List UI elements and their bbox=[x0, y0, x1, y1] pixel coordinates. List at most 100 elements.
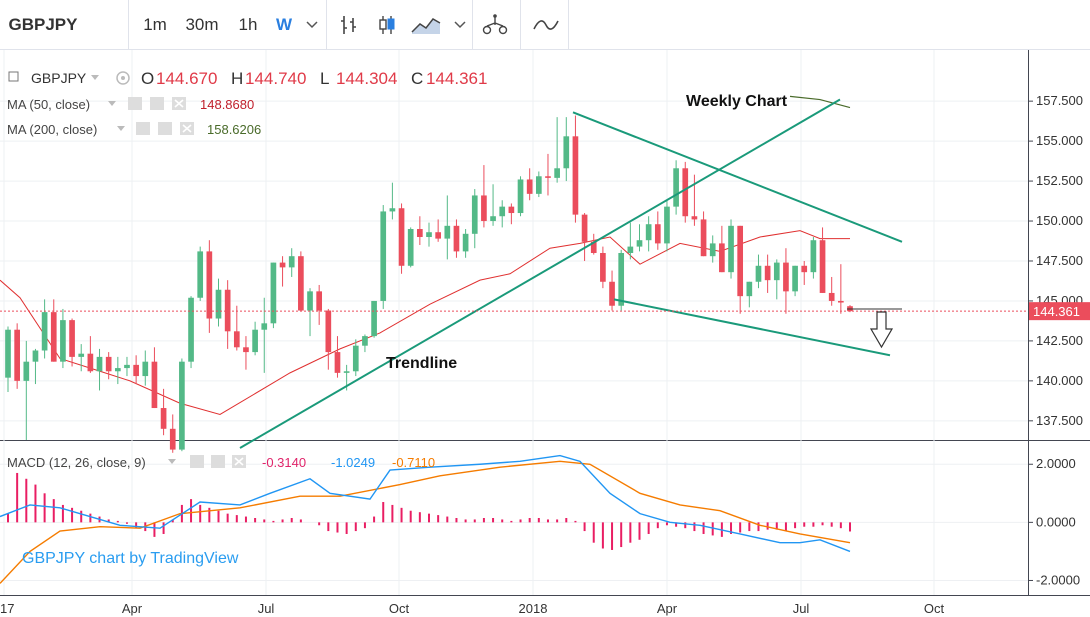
trendline bbox=[239, 98, 841, 449]
interval-1m-button[interactable]: 1m bbox=[143, 14, 167, 34]
candle-body bbox=[600, 252, 606, 282]
high-label: H bbox=[231, 69, 243, 88]
candle-body bbox=[773, 262, 780, 281]
candle-body bbox=[426, 232, 432, 238]
candle-body bbox=[343, 371, 350, 373]
candle-body bbox=[215, 289, 222, 319]
macd-line-value: -1.0249 bbox=[331, 455, 375, 470]
candle-body bbox=[828, 292, 835, 301]
top-toolbar: GBPJPY 1m 30m 1h W bbox=[0, 0, 1090, 50]
candles-style-icon[interactable] bbox=[374, 0, 400, 49]
candle-body bbox=[142, 361, 149, 377]
candle-body bbox=[700, 219, 707, 257]
macd-dropdown-icon[interactable] bbox=[168, 459, 176, 464]
macd-settings-icon[interactable] bbox=[211, 455, 225, 468]
time-axis-label: Apr bbox=[122, 601, 143, 616]
close-label: C bbox=[411, 69, 423, 88]
candle-body bbox=[563, 136, 570, 169]
macd-axis-label: 0.0000 bbox=[1036, 514, 1076, 529]
price-axis-label: 152.500 bbox=[1036, 173, 1083, 188]
candle-body bbox=[87, 353, 94, 372]
candle-body bbox=[627, 246, 634, 253]
candle-body bbox=[206, 251, 213, 319]
candles bbox=[5, 115, 853, 453]
candle-body bbox=[801, 265, 808, 273]
trendline-label[interactable]: Trendline bbox=[386, 355, 457, 372]
time-axis-label: Jul bbox=[793, 601, 810, 616]
interval-30m-button[interactable]: 30m bbox=[185, 14, 219, 34]
trendlines[interactable] bbox=[239, 98, 903, 449]
time-axis-label: Jul bbox=[258, 601, 275, 616]
last-price-badge-text: 144.361 bbox=[1033, 304, 1080, 319]
axes: 17 Apr Jul Oct 2018 Apr Jul Oct 137.500 140.000 14… bbox=[0, 93, 1083, 616]
candle-body bbox=[435, 232, 441, 239]
interval-dropdown-icon[interactable] bbox=[302, 0, 322, 49]
candle-body bbox=[197, 251, 204, 298]
candle-body bbox=[169, 428, 176, 450]
weekly-chart-label[interactable]: Weekly Chart bbox=[686, 93, 788, 110]
price-axis-label: 147.500 bbox=[1036, 253, 1083, 268]
candle-body bbox=[481, 195, 487, 222]
down-arrow-icon[interactable] bbox=[869, 311, 894, 349]
trendline bbox=[613, 298, 891, 357]
compare-icon[interactable] bbox=[530, 0, 562, 49]
watermark: GBPJPY chart by TradingView bbox=[22, 550, 239, 567]
symbol-box-icon bbox=[8, 71, 19, 82]
interval-1h-button[interactable]: 1h bbox=[238, 14, 258, 34]
bars-style-icon[interactable] bbox=[336, 0, 362, 49]
area-style-icon[interactable] bbox=[410, 0, 442, 49]
candle-body bbox=[471, 195, 478, 234]
ma50-settings-icon[interactable] bbox=[150, 97, 164, 110]
candle-body bbox=[838, 300, 844, 303]
eye-icon[interactable] bbox=[116, 71, 130, 85]
candle-body bbox=[60, 320, 66, 362]
ma50-eye-icon[interactable] bbox=[128, 97, 142, 110]
macd-axis-label: 2.0000 bbox=[1036, 456, 1076, 471]
candle-body bbox=[307, 291, 313, 311]
ma200-dropdown-icon[interactable] bbox=[117, 126, 125, 131]
candle-body bbox=[261, 323, 268, 330]
chart-area[interactable]: 17 Apr Jul Oct 2018 Apr Jul Oct 137.500 140.000 14… bbox=[0, 50, 1090, 617]
macd-legend-label[interactable]: MACD (12, 26, close, 9) bbox=[7, 455, 146, 470]
high-value: 144.740 bbox=[245, 69, 306, 88]
candle-body bbox=[819, 240, 826, 293]
ma50-value: 148.8680 bbox=[200, 97, 254, 112]
candle-body bbox=[69, 320, 75, 357]
macd-eye-icon[interactable] bbox=[190, 455, 204, 468]
candle-body bbox=[78, 353, 85, 357]
ma50-dropdown-icon[interactable] bbox=[108, 101, 116, 106]
candle-body bbox=[288, 256, 295, 268]
grid bbox=[0, 50, 1028, 595]
candle-body bbox=[224, 289, 231, 332]
candle-body bbox=[682, 168, 689, 217]
candle-body bbox=[618, 252, 625, 306]
ma200-settings-icon[interactable] bbox=[158, 122, 172, 135]
price-axis-label: 140.000 bbox=[1036, 373, 1083, 388]
macd-signal-line bbox=[0, 460, 851, 584]
interval-weekly-button[interactable]: W bbox=[275, 14, 293, 34]
indicators-icon[interactable] bbox=[478, 0, 512, 49]
candle-body bbox=[645, 224, 652, 241]
price-axis-label: 155.000 bbox=[1036, 133, 1083, 148]
price-axis-label: 157.500 bbox=[1036, 93, 1083, 108]
candle-body bbox=[243, 347, 249, 353]
candle-body bbox=[32, 350, 39, 362]
ma200-eye-icon[interactable] bbox=[136, 122, 150, 135]
candle-body bbox=[417, 229, 423, 238]
legend-symbol[interactable]: GBPJPY bbox=[31, 70, 87, 86]
candle-body bbox=[96, 356, 103, 372]
ma200-legend-label[interactable]: MA (200, close) bbox=[7, 122, 97, 137]
last-price-badge bbox=[1029, 302, 1090, 321]
price-axis-label: 150.000 bbox=[1036, 213, 1083, 228]
ma50-legend-label[interactable]: MA (50, close) bbox=[7, 97, 90, 112]
candle-body bbox=[499, 206, 506, 217]
price-axis-label: 137.500 bbox=[1036, 413, 1083, 428]
symbol-selector[interactable]: GBPJPY bbox=[8, 14, 78, 34]
candle-body bbox=[124, 364, 130, 369]
candle-body bbox=[755, 265, 762, 282]
candle-body bbox=[664, 206, 670, 244]
legend-dropdown-icon[interactable] bbox=[91, 75, 99, 80]
ma200-value: 158.6206 bbox=[207, 122, 261, 137]
toolbar-divider bbox=[568, 0, 569, 49]
style-dropdown-icon[interactable] bbox=[450, 0, 470, 49]
